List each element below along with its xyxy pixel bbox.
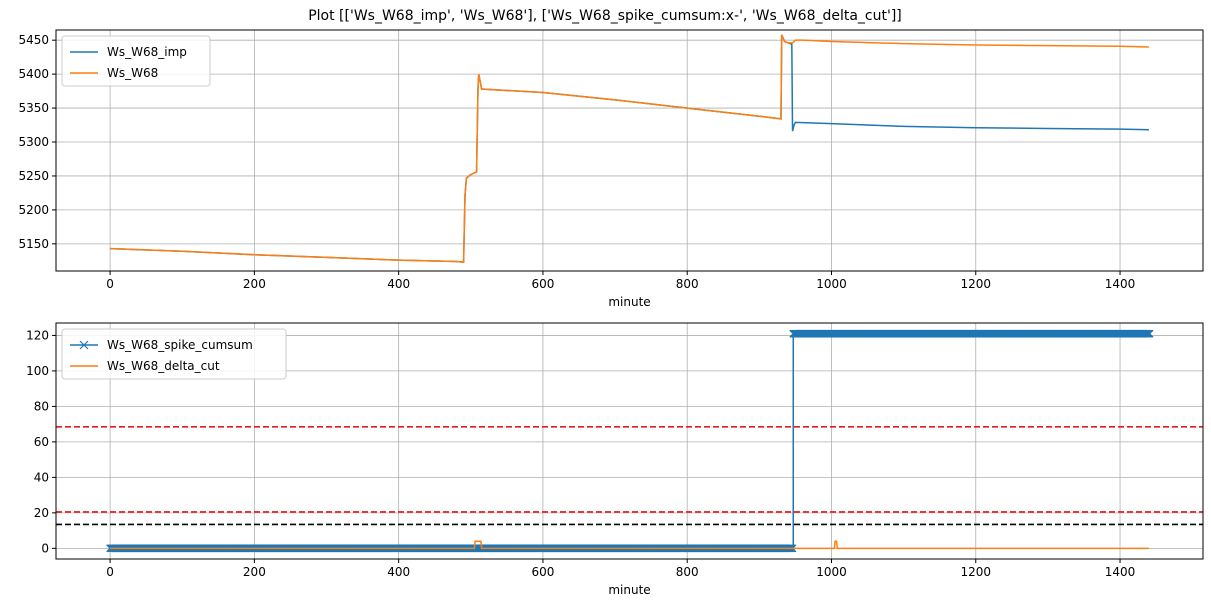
ytick-label-1: 5200 [18,203,49,217]
ytick-label-5: 100 [26,364,49,378]
ytick-label-2: 40 [34,470,49,484]
xtick-label-4: 800 [676,565,699,579]
plot-area [56,329,1203,553]
ytick-label-6: 5450 [18,33,49,47]
series-line-Ws_W68_delta_cut [110,540,1149,550]
xtick-label-2: 400 [387,565,410,579]
ytick-label-4: 80 [34,399,49,413]
figure-title: Plot [['Ws_W68_imp', 'Ws_W68'], ['Ws_W68… [308,8,902,24]
legend-marker-0 [79,340,89,350]
x-axis-label: minute [608,295,650,309]
xtick-label-6: 1200 [960,277,991,291]
xtick-label-3: 600 [531,277,554,291]
xtick-label-0: 0 [106,277,114,291]
xtick-label-5: 1000 [816,277,847,291]
xtick-label-1: 200 [243,277,266,291]
ytick-label-3: 5300 [18,135,49,149]
xtick-label-7: 1400 [1105,277,1136,291]
series-line-Ws_W68 [110,34,1149,263]
ytick-label-0: 5150 [18,237,49,251]
legend-label-1: Ws_W68 [107,66,158,80]
x-axis-label: minute [608,583,650,597]
ytick-label-4: 5350 [18,101,49,115]
legend-box [61,328,287,380]
bottom-plot: 0 200 400 600 800 1000 1200 1400 0 20 40 60 80 100 120… [26,322,1204,597]
xtick-label-0: 0 [106,565,114,579]
legend-label-0: Ws_W68_imp [107,45,187,59]
xtick-label-3: 600 [531,565,554,579]
legend-label-0: Ws_W68_spike_cumsum [107,338,253,352]
ytick-label-6: 120 [26,328,49,342]
ytick-label-0: 0 [41,541,49,555]
top-plot: 0 200 400 600 800 1000 1200 1400 5150 5200 5250 530… [18,29,1204,309]
xtick-label-2: 400 [387,277,410,291]
xtick-label-5: 1000 [816,565,847,579]
xtick-label-1: 200 [243,565,266,579]
axes-frame [55,322,1204,560]
xtick-label-6: 1200 [960,565,991,579]
legend-label-1: Ws_W68_delta_cut [107,359,220,373]
plot-area [110,34,1149,263]
xtick-label-4: 800 [676,277,699,291]
ytick-label-5: 5400 [18,67,49,81]
ytick-label-3: 60 [34,435,49,449]
ytick-label-1: 20 [34,506,49,520]
xtick-label-7: 1400 [1105,565,1136,579]
series-line-Ws_W68_imp [110,34,1149,263]
legend-box [61,35,211,87]
ytick-label-2: 5250 [18,169,49,183]
axes-frame [55,29,1204,272]
